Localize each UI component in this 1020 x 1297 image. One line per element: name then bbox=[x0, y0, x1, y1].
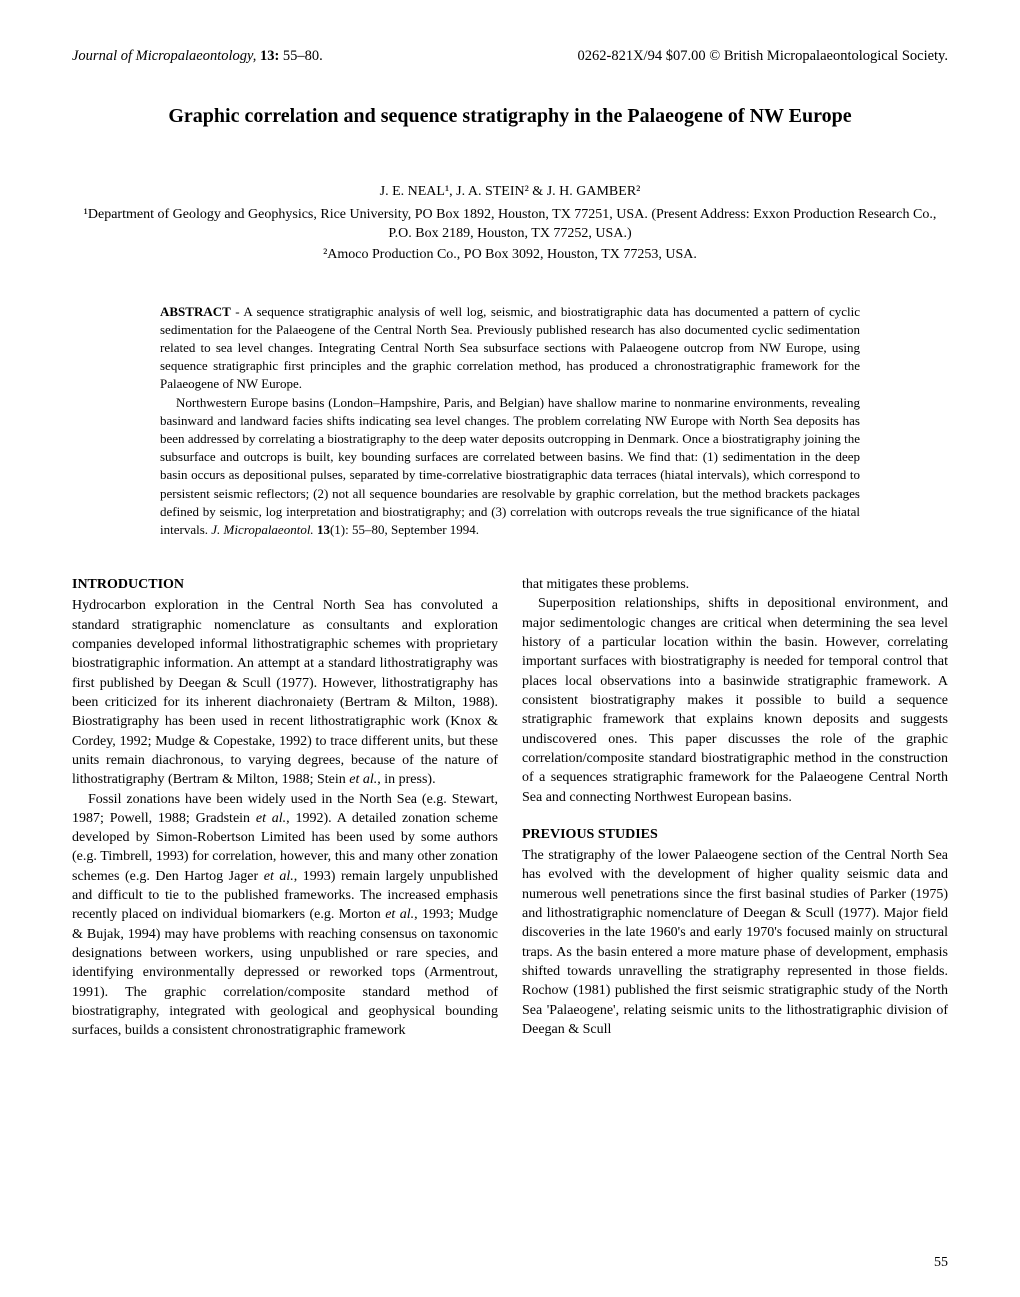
section-head-previous: PREVIOUS STUDIES bbox=[522, 825, 948, 844]
abstract-text-1: - A sequence stratigraphic analysis of w… bbox=[160, 304, 860, 392]
article-title: Graphic correlation and sequence stratig… bbox=[72, 105, 948, 128]
intro-p1a: Hydrocarbon exploration in the Central N… bbox=[72, 598, 498, 787]
intro-p2-ital2: et al. bbox=[264, 869, 294, 884]
abstract-citation-rest: (1): 55–80, September 1994. bbox=[330, 522, 479, 537]
abstract-text-2: Northwestern Europe basins (London–Hamps… bbox=[160, 395, 860, 537]
intro-para-2: Fossil zonations have been widely used i… bbox=[72, 790, 498, 1041]
journal-name: Journal of Micropalaeontology, bbox=[72, 48, 260, 64]
running-header: Journal of Micropalaeontology, 13: 55–80… bbox=[72, 48, 948, 65]
affiliation-1: ¹Department of Geology and Geophysics, R… bbox=[72, 206, 948, 244]
section-head-introduction: INTRODUCTION bbox=[72, 575, 498, 594]
abstract-citation-vol: 13 bbox=[314, 522, 330, 537]
affiliation-2: ²Amoco Production Co., PO Box 3092, Hous… bbox=[72, 246, 948, 265]
intro-p2-ital1: et al. bbox=[256, 811, 286, 826]
abstract: ABSTRACT - A sequence stratigraphic anal… bbox=[160, 303, 860, 539]
intro-p2-ital3: et al. bbox=[385, 907, 414, 922]
previous-para-1: The stratigraphy of the lower Palaeogene… bbox=[522, 846, 948, 1039]
abstract-label: ABSTRACT bbox=[160, 304, 231, 319]
abstract-para-1: ABSTRACT - A sequence stratigraphic anal… bbox=[160, 303, 860, 394]
header-pages: 55–80. bbox=[279, 48, 323, 64]
authors: J. E. NEAL¹, J. A. STEIN² & J. H. GAMBER… bbox=[72, 184, 948, 200]
right-column: that mitigates these problems. Superposi… bbox=[522, 575, 948, 1041]
header-left: Journal of Micropalaeontology, 13: 55–80… bbox=[72, 48, 323, 65]
body-columns: INTRODUCTION Hydrocarbon exploration in … bbox=[72, 575, 948, 1041]
left-column: INTRODUCTION Hydrocarbon exploration in … bbox=[72, 575, 498, 1041]
intro-p1-ital: et al. bbox=[349, 772, 377, 787]
abstract-para-2: Northwestern Europe basins (London–Hamps… bbox=[160, 394, 860, 540]
intro-para-1: Hydrocarbon exploration in the Central N… bbox=[72, 596, 498, 789]
abstract-citation-journal: J. Micropalaeontol. bbox=[211, 522, 313, 537]
right-para-2: Superposition relationships, shifts in d… bbox=[522, 594, 948, 806]
header-right: 0262-821X/94 $07.00 © British Micropalae… bbox=[577, 48, 948, 65]
right-para-1: that mitigates these problems. bbox=[522, 575, 948, 594]
intro-p1b: , in press). bbox=[377, 772, 435, 787]
intro-p2d: , 1993; Mudge & Bujak, 1994) may have pr… bbox=[72, 907, 498, 1038]
page-number: 55 bbox=[934, 1255, 948, 1271]
header-vol: 13: bbox=[260, 48, 279, 64]
